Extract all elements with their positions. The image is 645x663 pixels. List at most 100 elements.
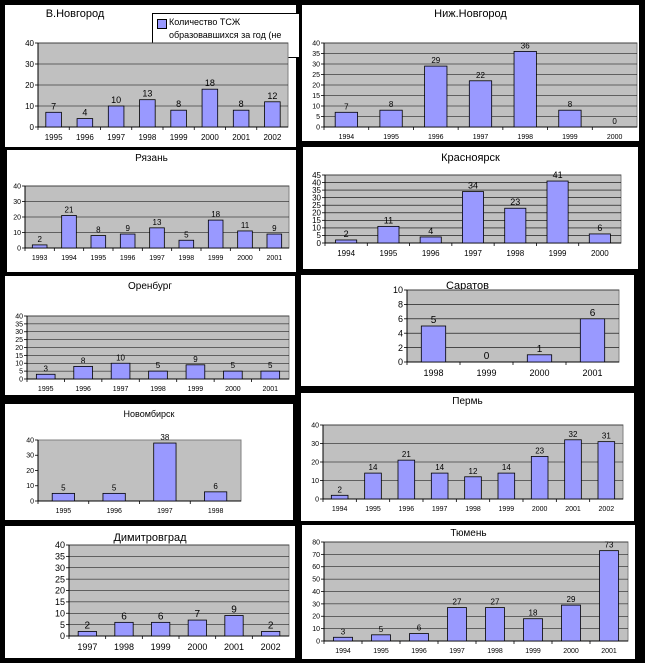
bar — [237, 230, 253, 249]
bar — [51, 492, 75, 502]
y-tick-label: 0 — [398, 357, 403, 367]
bar — [561, 604, 581, 642]
x-tick-label: 2002 — [261, 642, 281, 652]
bar — [170, 109, 187, 128]
data-label: 14 — [435, 463, 444, 472]
bar — [497, 472, 516, 500]
bar — [114, 621, 134, 637]
chart-title: Димитровград — [113, 532, 187, 544]
data-label: 9 — [193, 355, 198, 364]
x-tick-label: 1996 — [428, 134, 444, 141]
data-label: 10 — [111, 95, 121, 105]
x-tick-label: 1997 — [77, 642, 97, 652]
bar — [260, 370, 281, 380]
data-label: 1 — [537, 344, 543, 355]
data-label: 4 — [82, 108, 87, 118]
y-tick-label: 20 — [15, 345, 23, 352]
data-label: 6 — [597, 223, 602, 233]
data-label: 8 — [568, 100, 573, 109]
x-tick-label: 1996 — [422, 249, 440, 258]
y-tick-label: 10 — [393, 285, 403, 295]
chart-panel-tyumen: Тюмень 0 10 20 30 40 50 60 70 80 3 1994 5 1995 6 1996 2… — [301, 524, 636, 660]
x-tick-label: 1996 — [106, 508, 122, 515]
x-tick-label: 1998 — [138, 133, 156, 142]
y-tick-label: 80 — [312, 539, 320, 546]
chart-title: Тюмень — [450, 528, 487, 539]
data-label: 22 — [476, 71, 485, 80]
y-tick-label: 35 — [312, 51, 320, 58]
chart-panel-ryazan: Рязань 0 10 20 30 40 2 1993 21 1994 8 1995 9 1996 13 1… — [6, 149, 297, 273]
x-tick-label: 1998 — [150, 386, 166, 393]
x-tick-label: 1994 — [332, 506, 348, 513]
bar — [379, 109, 403, 128]
data-label: 7 — [195, 609, 201, 620]
data-label: 6 — [590, 308, 596, 319]
y-tick-label: 40 — [311, 422, 319, 429]
data-label: 18 — [205, 78, 215, 88]
x-tick-label: 2000 — [201, 133, 219, 142]
bar — [430, 472, 449, 500]
data-label: 31 — [602, 432, 611, 441]
data-label: 5 — [379, 625, 384, 634]
y-tick-label: 50 — [312, 577, 320, 584]
x-tick-label: 1997 — [149, 255, 165, 262]
y-tick-label: 40 — [312, 589, 320, 596]
y-tick-label: 35 — [55, 552, 65, 562]
y-tick-label: 20 — [312, 209, 321, 218]
data-label: 7 — [344, 102, 349, 111]
x-tick-label: 1994 — [337, 249, 355, 258]
bar — [45, 111, 62, 128]
data-label: 8 — [239, 99, 244, 109]
data-label: 0 — [612, 117, 617, 126]
chart-title: Рязань — [135, 153, 168, 164]
bar — [558, 109, 582, 128]
data-label: 73 — [605, 541, 614, 550]
x-tick-label: 1997 — [473, 134, 489, 141]
bar — [77, 631, 97, 637]
x-tick-label: 1999 — [562, 134, 578, 141]
y-tick-label: 0 — [317, 239, 322, 248]
x-tick-label: 2000 — [607, 134, 623, 141]
x-tick-label: 2001 — [601, 648, 617, 655]
y-tick-label: 40 — [15, 313, 23, 320]
y-tick-label: 20 — [26, 468, 34, 475]
data-label: 14 — [502, 463, 511, 472]
y-tick-label: 20 — [55, 586, 65, 596]
bar — [110, 362, 131, 380]
y-tick-label: 40 — [55, 540, 65, 550]
x-tick-label: 2001 — [224, 642, 244, 652]
data-label: 2 — [37, 235, 42, 244]
y-tick-label: 30 — [15, 329, 23, 336]
data-label: 41 — [553, 170, 563, 180]
y-tick-label: 0 — [17, 245, 21, 252]
y-tick-label: 5 — [317, 231, 322, 240]
x-tick-label: 2002 — [599, 506, 615, 513]
x-tick-label: 1999 — [549, 249, 567, 258]
bar — [102, 492, 126, 502]
y-tick-label: 30 — [26, 453, 34, 460]
bar — [364, 472, 382, 500]
chart-title: Новомбирск — [123, 409, 175, 419]
chart-title: Красноярск — [441, 152, 500, 164]
bar — [468, 80, 493, 128]
data-label: 11 — [241, 221, 250, 230]
bar — [185, 364, 206, 380]
x-tick-label: 1993 — [32, 255, 48, 262]
y-tick-label: 40 — [26, 437, 34, 444]
x-tick-label: 1997 — [107, 133, 125, 142]
x-tick-label: 1996 — [76, 133, 94, 142]
data-label: 12 — [267, 91, 277, 101]
x-tick-label: 2000 — [563, 648, 579, 655]
data-label: 9 — [125, 224, 130, 233]
x-tick-label: 1997 — [449, 648, 465, 655]
y-tick-label: 0 — [30, 123, 35, 132]
bar — [187, 619, 207, 637]
bar — [266, 233, 283, 249]
chart-panel-saratov: Саратов 0 2 4 6 8 10 5 1998 0 1999 1 2000 6 2001 — [300, 274, 635, 387]
data-label: 5 — [268, 361, 273, 370]
bar — [485, 607, 505, 642]
x-tick-label: 1995 — [373, 648, 389, 655]
data-label: 5 — [184, 230, 189, 239]
data-label: 27 — [491, 598, 500, 607]
bar — [523, 618, 543, 642]
